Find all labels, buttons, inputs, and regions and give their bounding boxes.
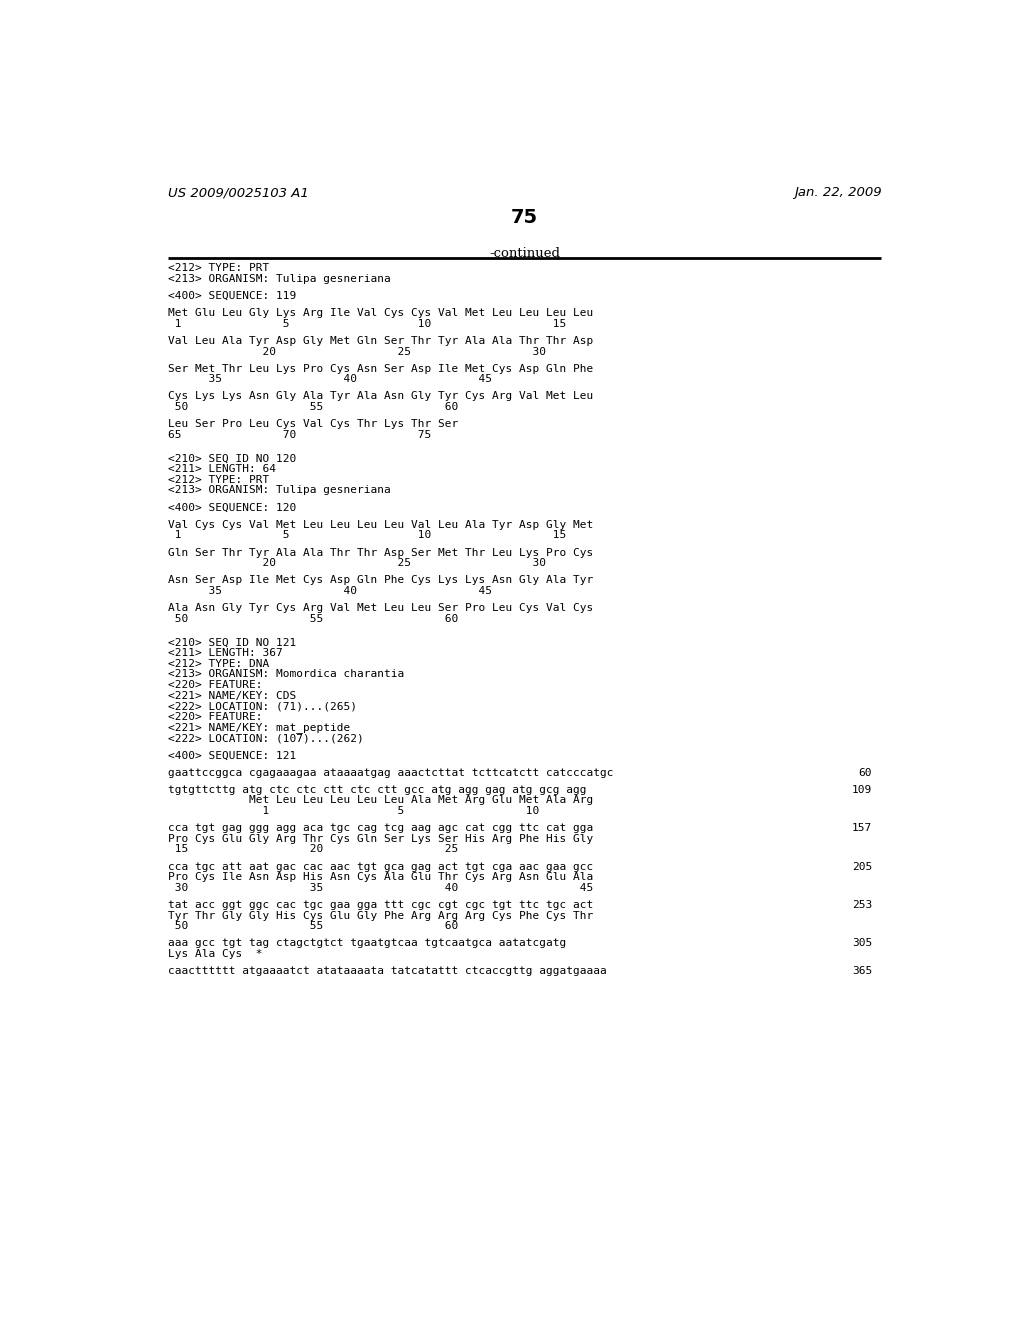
Text: <213> ORGANISM: Tulipa gesneriana: <213> ORGANISM: Tulipa gesneriana bbox=[168, 273, 391, 284]
Text: <222> LOCATION: (107)...(262): <222> LOCATION: (107)...(262) bbox=[168, 733, 365, 743]
Text: 50                  55                  60: 50 55 60 bbox=[168, 614, 459, 624]
Text: Met Glu Leu Gly Lys Arg Ile Val Cys Cys Val Met Leu Leu Leu Leu: Met Glu Leu Gly Lys Arg Ile Val Cys Cys … bbox=[168, 308, 594, 318]
Text: <211> LENGTH: 64: <211> LENGTH: 64 bbox=[168, 465, 276, 474]
Text: 35                  40                  45: 35 40 45 bbox=[168, 586, 493, 597]
Text: Val Leu Ala Tyr Asp Gly Met Gln Ser Thr Tyr Ala Ala Thr Thr Asp: Val Leu Ala Tyr Asp Gly Met Gln Ser Thr … bbox=[168, 335, 594, 346]
Text: 20                  25                  30: 20 25 30 bbox=[168, 558, 546, 569]
Text: Ala Asn Gly Tyr Cys Arg Val Met Leu Leu Ser Pro Leu Cys Val Cys: Ala Asn Gly Tyr Cys Arg Val Met Leu Leu … bbox=[168, 603, 594, 614]
Text: 60: 60 bbox=[858, 767, 872, 777]
Text: 20                  25                  30: 20 25 30 bbox=[168, 347, 546, 356]
Text: <400> SEQUENCE: 121: <400> SEQUENCE: 121 bbox=[168, 750, 297, 760]
Text: <212> TYPE: DNA: <212> TYPE: DNA bbox=[168, 659, 269, 669]
Text: <213> ORGANISM: Tulipa gesneriana: <213> ORGANISM: Tulipa gesneriana bbox=[168, 486, 391, 495]
Text: <221> NAME/KEY: mat_peptide: <221> NAME/KEY: mat_peptide bbox=[168, 722, 350, 734]
Text: 1               5                   10                  15: 1 5 10 15 bbox=[168, 531, 566, 540]
Text: 365: 365 bbox=[852, 966, 872, 977]
Text: 157: 157 bbox=[852, 824, 872, 833]
Text: Tyr Thr Gly Gly His Cys Glu Gly Phe Arg Arg Arg Cys Phe Cys Thr: Tyr Thr Gly Gly His Cys Glu Gly Phe Arg … bbox=[168, 911, 594, 920]
Text: <400> SEQUENCE: 120: <400> SEQUENCE: 120 bbox=[168, 503, 297, 512]
Text: 305: 305 bbox=[852, 939, 872, 948]
Text: <211> LENGTH: 367: <211> LENGTH: 367 bbox=[168, 648, 283, 659]
Text: 1                   5                  10: 1 5 10 bbox=[168, 807, 540, 816]
Text: Asn Ser Asp Ile Met Cys Asp Gln Phe Cys Lys Lys Asn Gly Ala Tyr: Asn Ser Asp Ile Met Cys Asp Gln Phe Cys … bbox=[168, 576, 594, 586]
Text: 253: 253 bbox=[852, 900, 872, 909]
Text: 65               70                  75: 65 70 75 bbox=[168, 430, 431, 440]
Text: Jan. 22, 2009: Jan. 22, 2009 bbox=[794, 186, 882, 199]
Text: Val Cys Cys Val Met Leu Leu Leu Leu Val Leu Ala Tyr Asp Gly Met: Val Cys Cys Val Met Leu Leu Leu Leu Val … bbox=[168, 520, 594, 529]
Text: 1               5                   10                  15: 1 5 10 15 bbox=[168, 318, 566, 329]
Text: 109: 109 bbox=[852, 784, 872, 795]
Text: 205: 205 bbox=[852, 862, 872, 871]
Text: <220> FEATURE:: <220> FEATURE: bbox=[168, 680, 263, 690]
Text: Ser Met Thr Leu Lys Pro Cys Asn Ser Asp Ile Met Cys Asp Gln Phe: Ser Met Thr Leu Lys Pro Cys Asn Ser Asp … bbox=[168, 364, 594, 374]
Text: aaa gcc tgt tag ctagctgtct tgaatgtcaa tgtcaatgca aatatcgatg: aaa gcc tgt tag ctagctgtct tgaatgtcaa tg… bbox=[168, 939, 566, 948]
Text: <213> ORGANISM: Momordica charantia: <213> ORGANISM: Momordica charantia bbox=[168, 669, 404, 680]
Text: <210> SEQ ID NO 121: <210> SEQ ID NO 121 bbox=[168, 638, 297, 648]
Text: 35                  40                  45: 35 40 45 bbox=[168, 375, 493, 384]
Text: <220> FEATURE:: <220> FEATURE: bbox=[168, 711, 263, 722]
Text: Pro Cys Ile Asn Asp His Asn Cys Ala Glu Thr Cys Arg Asn Glu Ala: Pro Cys Ile Asn Asp His Asn Cys Ala Glu … bbox=[168, 873, 594, 882]
Text: 50                  55                  60: 50 55 60 bbox=[168, 403, 459, 412]
Text: 50                  55                  60: 50 55 60 bbox=[168, 921, 459, 931]
Text: cca tgc att aat gac cac aac tgt gca gag act tgt cga aac gaa gcc: cca tgc att aat gac cac aac tgt gca gag … bbox=[168, 862, 594, 871]
Text: <400> SEQUENCE: 119: <400> SEQUENCE: 119 bbox=[168, 290, 297, 301]
Text: <210> SEQ ID NO 120: <210> SEQ ID NO 120 bbox=[168, 454, 297, 463]
Text: <212> TYPE: PRT: <212> TYPE: PRT bbox=[168, 263, 269, 273]
Text: <221> NAME/KEY: CDS: <221> NAME/KEY: CDS bbox=[168, 690, 297, 701]
Text: Pro Cys Glu Gly Arg Thr Cys Gln Ser Lys Ser His Arg Phe His Gly: Pro Cys Glu Gly Arg Thr Cys Gln Ser Lys … bbox=[168, 834, 594, 843]
Text: Leu Ser Pro Leu Cys Val Cys Thr Lys Thr Ser: Leu Ser Pro Leu Cys Val Cys Thr Lys Thr … bbox=[168, 420, 459, 429]
Text: Gln Ser Thr Tyr Ala Ala Thr Thr Asp Ser Met Thr Leu Lys Pro Cys: Gln Ser Thr Tyr Ala Ala Thr Thr Asp Ser … bbox=[168, 548, 594, 557]
Text: Met Leu Leu Leu Leu Leu Ala Met Arg Glu Met Ala Arg: Met Leu Leu Leu Leu Leu Ala Met Arg Glu … bbox=[168, 796, 594, 805]
Text: tat acc ggt ggc cac tgc gaa gga ttt cgc cgt cgc tgt ttc tgc act: tat acc ggt ggc cac tgc gaa gga ttt cgc … bbox=[168, 900, 594, 909]
Text: cca tgt gag ggg agg aca tgc cag tcg aag agc cat cgg ttc cat gga: cca tgt gag ggg agg aca tgc cag tcg aag … bbox=[168, 824, 594, 833]
Text: 75: 75 bbox=[511, 207, 539, 227]
Text: Lys Ala Cys  *: Lys Ala Cys * bbox=[168, 949, 263, 960]
Text: -continued: -continued bbox=[489, 247, 560, 260]
Text: tgtgttcttg atg ctc ctc ctt ctc ctt gcc atg agg gag atg gcg agg: tgtgttcttg atg ctc ctc ctt ctc ctt gcc a… bbox=[168, 784, 587, 795]
Text: caactttttt atgaaaatct atataaaata tatcatattt ctcaccgttg aggatgaaaa: caactttttt atgaaaatct atataaaata tatcata… bbox=[168, 966, 607, 977]
Text: Cys Lys Lys Asn Gly Ala Tyr Ala Asn Gly Tyr Cys Arg Val Met Leu: Cys Lys Lys Asn Gly Ala Tyr Ala Asn Gly … bbox=[168, 392, 594, 401]
Text: US 2009/0025103 A1: US 2009/0025103 A1 bbox=[168, 186, 309, 199]
Text: gaattccggca cgagaaagaa ataaaatgag aaactcttat tcttcatctt catcccatgc: gaattccggca cgagaaagaa ataaaatgag aaactc… bbox=[168, 767, 613, 777]
Text: 15                  20                  25: 15 20 25 bbox=[168, 845, 459, 854]
Text: <222> LOCATION: (71)...(265): <222> LOCATION: (71)...(265) bbox=[168, 701, 357, 711]
Text: 30                  35                  40                  45: 30 35 40 45 bbox=[168, 883, 594, 892]
Text: <212> TYPE: PRT: <212> TYPE: PRT bbox=[168, 475, 269, 484]
